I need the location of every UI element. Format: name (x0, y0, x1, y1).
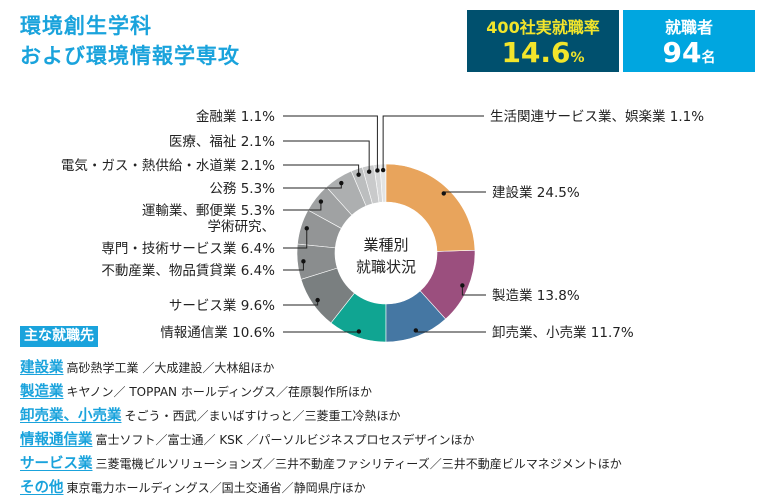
employer-row: サービス業 三菱電機ビルソリューションズ／三井不動産ファシリティーズ／三井不動産ビ… (20, 452, 622, 473)
donut-slice (385, 163, 476, 252)
leader-dot (356, 329, 362, 334)
slice-label: 学術研究、 (208, 219, 276, 235)
employed-count-label: 就職者 (664, 18, 713, 37)
leader-dot (380, 167, 386, 173)
employed-count-box: 就職者 94名 (623, 10, 755, 72)
leader-dot (460, 283, 465, 288)
leader-dot (339, 180, 344, 186)
leader-line (283, 201, 322, 211)
donut-slice (330, 292, 387, 343)
leader-dot (301, 259, 306, 264)
leader-dot (375, 168, 380, 173)
leader-line (283, 331, 360, 333)
donut-slice (296, 243, 338, 280)
employer-row: 建設業 高砂熱学工業 ／大成建設／大林組ほか (20, 356, 274, 377)
employer-category[interactable]: 建設業 (20, 360, 64, 376)
slice-label: 運輸業、郵便業 5.3% (142, 203, 275, 219)
employer-companies: 東京電力ホールディングス／国土交通省／静岡県庁ほか (66, 481, 366, 495)
leader-line (283, 228, 308, 249)
employer-companies: 高砂熱学工業 ／大成建設／大林組ほか (66, 361, 275, 375)
slice-label: 金融業 1.1% (196, 109, 275, 125)
leader-dot (356, 172, 361, 177)
slice-label: 公務 5.3% (209, 181, 275, 197)
slice-label: 専門・技術サービス業 6.4% (101, 241, 275, 257)
employer-category[interactable]: その他 (20, 480, 64, 496)
leader-line (283, 140, 370, 172)
employer-companies: 富士ソフト／富士通／ KSK ／パーソルビジネスプロセスデザインほか (95, 433, 475, 447)
employer-category[interactable]: 製造業 (20, 384, 64, 400)
slice-label: 医療、福祉 2.1% (169, 133, 275, 150)
donut-slice (300, 267, 355, 324)
slice-label: サービス業 9.6% (169, 298, 275, 314)
slice-label: 情報通信業 10.6% (160, 325, 275, 341)
leader-dot (318, 199, 324, 204)
employment-rate-unit: % (570, 50, 585, 66)
center-label-1: 業種別 (363, 236, 408, 254)
employer-companies: 三菱電機ビルソリューションズ／三井不動産ファシリティーズ／三井不動産ビルマネジメ… (95, 457, 622, 471)
leader-line (283, 115, 378, 171)
slice-label: 不動産業、物品賃貸業 6.4% (101, 263, 275, 279)
leader-dot (366, 169, 372, 174)
leader-dot (315, 297, 320, 303)
leader-dot (304, 226, 309, 231)
slice-label: 卸売業、小売業 11.7% (492, 325, 634, 341)
slice-label: 電気・ガス・熱供給・水道業 2.1% (61, 158, 275, 174)
donut-slice (361, 164, 380, 205)
donut-slice (325, 170, 367, 216)
employment-rate-box: 400社実就職率 14.6% (467, 10, 619, 72)
employer-category[interactable]: 情報通信業 (20, 432, 93, 448)
leader-line (461, 285, 486, 296)
employer-row: 情報通信業 富士ソフト／富士通／ KSK ／パーソルビジネスプロセスデザインほか (20, 428, 475, 449)
donut-slice (297, 209, 342, 249)
donut-slice (307, 186, 353, 229)
donut-slice (350, 166, 373, 207)
slice-label: 建設業 24.5% (492, 185, 580, 201)
employment-rate-label: 400社実就職率 (486, 18, 600, 37)
donut-slice (419, 249, 476, 320)
title-line-2: および環境情報学専攻 (20, 44, 240, 68)
leader-line (283, 261, 304, 271)
leader-line (382, 115, 484, 171)
employer-companies: そごう・西武／まいばすけっと／三菱重工冷熱ほか (124, 409, 401, 423)
employer-category[interactable]: 卸売業、小売業 (20, 408, 122, 424)
employer-row: 卸売業、小売業 そごう・西武／まいばすけっと／三菱重工冷熱ほか (20, 404, 401, 425)
leader-dot (413, 328, 419, 333)
leader-line (283, 164, 360, 175)
employer-row: その他 東京電力ホールディングス／国土交通省／静岡県庁ほか (20, 476, 366, 497)
employed-count-value: 94 (662, 36, 702, 69)
slice-label: 製造業 13.8% (492, 288, 580, 304)
title-line-1: 環境創生学科 (20, 14, 152, 38)
employed-count-unit: 名 (701, 50, 716, 66)
employers-heading: 主な就職先 (20, 326, 98, 347)
center-label-2: 就職状況 (356, 258, 416, 276)
donut-slice (385, 290, 447, 343)
slice-label: 生活関連サービス業、娯楽業 1.1% (490, 109, 704, 125)
employment-rate-value: 14.6 (501, 36, 571, 69)
employer-row: 製造業 キヤノン／ TOPPAN ホールディングス／荏原製作所ほか (20, 380, 372, 401)
employer-category[interactable]: サービス業 (20, 456, 93, 472)
leader-dot (441, 191, 446, 196)
employer-companies: キヤノン／ TOPPAN ホールディングス／荏原製作所ほか (66, 385, 373, 399)
